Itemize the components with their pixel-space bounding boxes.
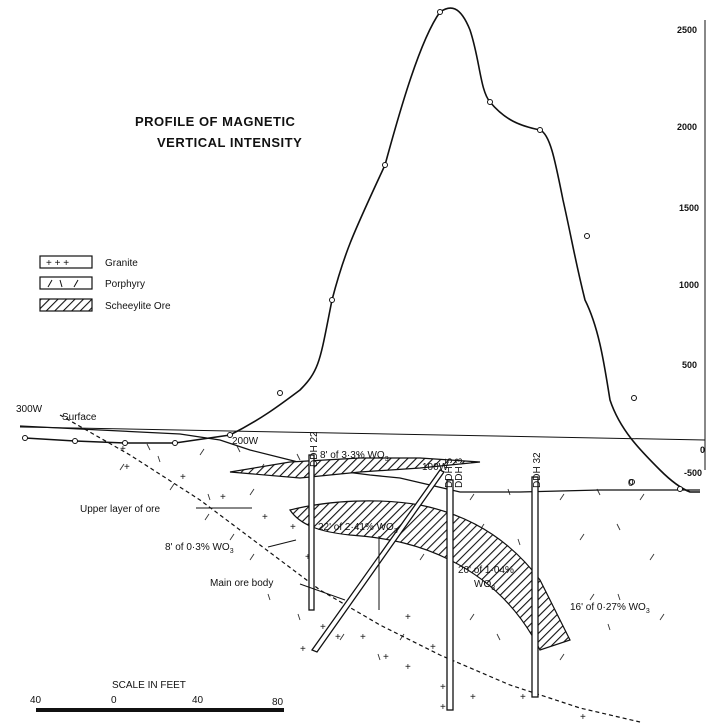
legend-granite-swatch [39, 255, 93, 269]
annotation-20ft-line2: WO3 [474, 579, 495, 592]
legend-granite-label: Granite [105, 258, 138, 269]
axis-tick-1000: 1000 [679, 280, 699, 290]
legend-porphyry-swatch [39, 276, 93, 290]
ddh32-label: DDH 32 [532, 452, 543, 488]
svg-text:+: + [124, 462, 130, 473]
svg-text:+: + [470, 692, 476, 703]
svg-text:+: + [120, 444, 126, 455]
magnetic-profile-curve [24, 7, 700, 493]
annotation-16ft-0-27-percent: 16' of 0·27% WO3 [570, 602, 650, 615]
scale-tick-80: 80 [272, 697, 284, 708]
svg-text:+: + [580, 712, 586, 723]
svg-text:+: + [290, 522, 296, 533]
scale-bar: SCALE IN FEET 40 0 40 80 [30, 680, 284, 712]
svg-text:+: + [305, 552, 311, 563]
drill-hole-ddh5 [446, 479, 454, 711]
axis-tick-0: 0 [700, 445, 705, 455]
title-line-2: VERTICAL INTENSITY [157, 135, 302, 150]
svg-text:+: + [220, 492, 226, 503]
legend-ore-swatch [39, 298, 93, 312]
axis-tick-2500: 2500 [677, 25, 697, 35]
axis-tick-1500: 1500 [679, 203, 699, 213]
annotation-20ft-line1: 20' of 1·04% [458, 565, 514, 576]
drill-hole-ddh22 [308, 454, 315, 611]
zero-marker: 0 [628, 478, 634, 489]
legend: + + + Granite Porphyry Scheeylite Ore [39, 255, 171, 312]
legend-granite-symbols: + + + [46, 258, 69, 269]
axis-tick-2000: 2000 [677, 122, 697, 132]
scale-tick-40-right: 40 [192, 695, 204, 706]
axis-tick-500: 500 [682, 360, 697, 370]
main-ore-body [289, 500, 571, 651]
svg-text:+: + [430, 642, 436, 653]
station-300w: 300W [16, 404, 43, 415]
svg-text:+: + [335, 632, 341, 643]
svg-text:+: + [520, 692, 526, 703]
scale-tick-40-left: 40 [30, 695, 42, 706]
legend-porphyry-label: Porphyry [105, 279, 145, 290]
ddh3-label: DDH 3 [454, 458, 465, 488]
upper-layer-label: Upper layer of ore [80, 504, 160, 515]
legend-porphyry-marks [47, 279, 79, 288]
title-line-1: PROFILE OF MAGNETIC [135, 114, 296, 129]
svg-text:+: + [405, 662, 411, 673]
svg-text:+: + [300, 644, 306, 655]
svg-text:+: + [383, 652, 389, 663]
granite-texture: + + + + + + + + + + + + + + + + + + + + [120, 444, 586, 723]
annotation-22ft-2-41-percent: 22' of 2·41% WO3 [318, 522, 398, 535]
profile-points [22, 9, 683, 492]
drill-hole-ddh32 [531, 476, 539, 698]
svg-text:+: + [262, 512, 268, 523]
svg-text:+: + [180, 472, 186, 483]
scale-title: SCALE IN FEET [112, 680, 186, 691]
annotation-8ft-3-3-percent: 8' of 3·3% WO3 [320, 450, 389, 463]
svg-text:+: + [440, 702, 446, 713]
svg-text:+: + [440, 682, 446, 693]
axis-tick-minus-500: -500 [684, 468, 702, 478]
scale-tick-0: 0 [111, 695, 117, 706]
legend-ore-label: Scheeylite Ore [105, 301, 171, 312]
surface-label: Surface [62, 412, 97, 423]
station-200w: 200W [232, 436, 259, 447]
annotation-8ft-0-3-leader [267, 539, 297, 548]
ddh5-label: DDH 5 [444, 458, 455, 488]
main-ore-body-leader [299, 583, 346, 601]
svg-text:+: + [320, 622, 326, 633]
station-100w: 100W [422, 462, 449, 473]
intensity-axis: 2500 2000 1500 1000 500 0 -500 [677, 20, 706, 478]
main-ore-body-label: Main ore body [210, 578, 273, 589]
drill-holes [308, 454, 539, 711]
svg-text:+: + [360, 632, 366, 643]
drill-hole-ddh3-inclined [310, 469, 445, 653]
ddh22-label: DDH 22 [309, 431, 320, 467]
zero-baseline [19, 426, 706, 441]
granite-contact-line [59, 414, 641, 723]
svg-text:+: + [405, 612, 411, 623]
annotation-8ft-0-3-percent: 8' of 0·3% WO3 [165, 542, 234, 555]
